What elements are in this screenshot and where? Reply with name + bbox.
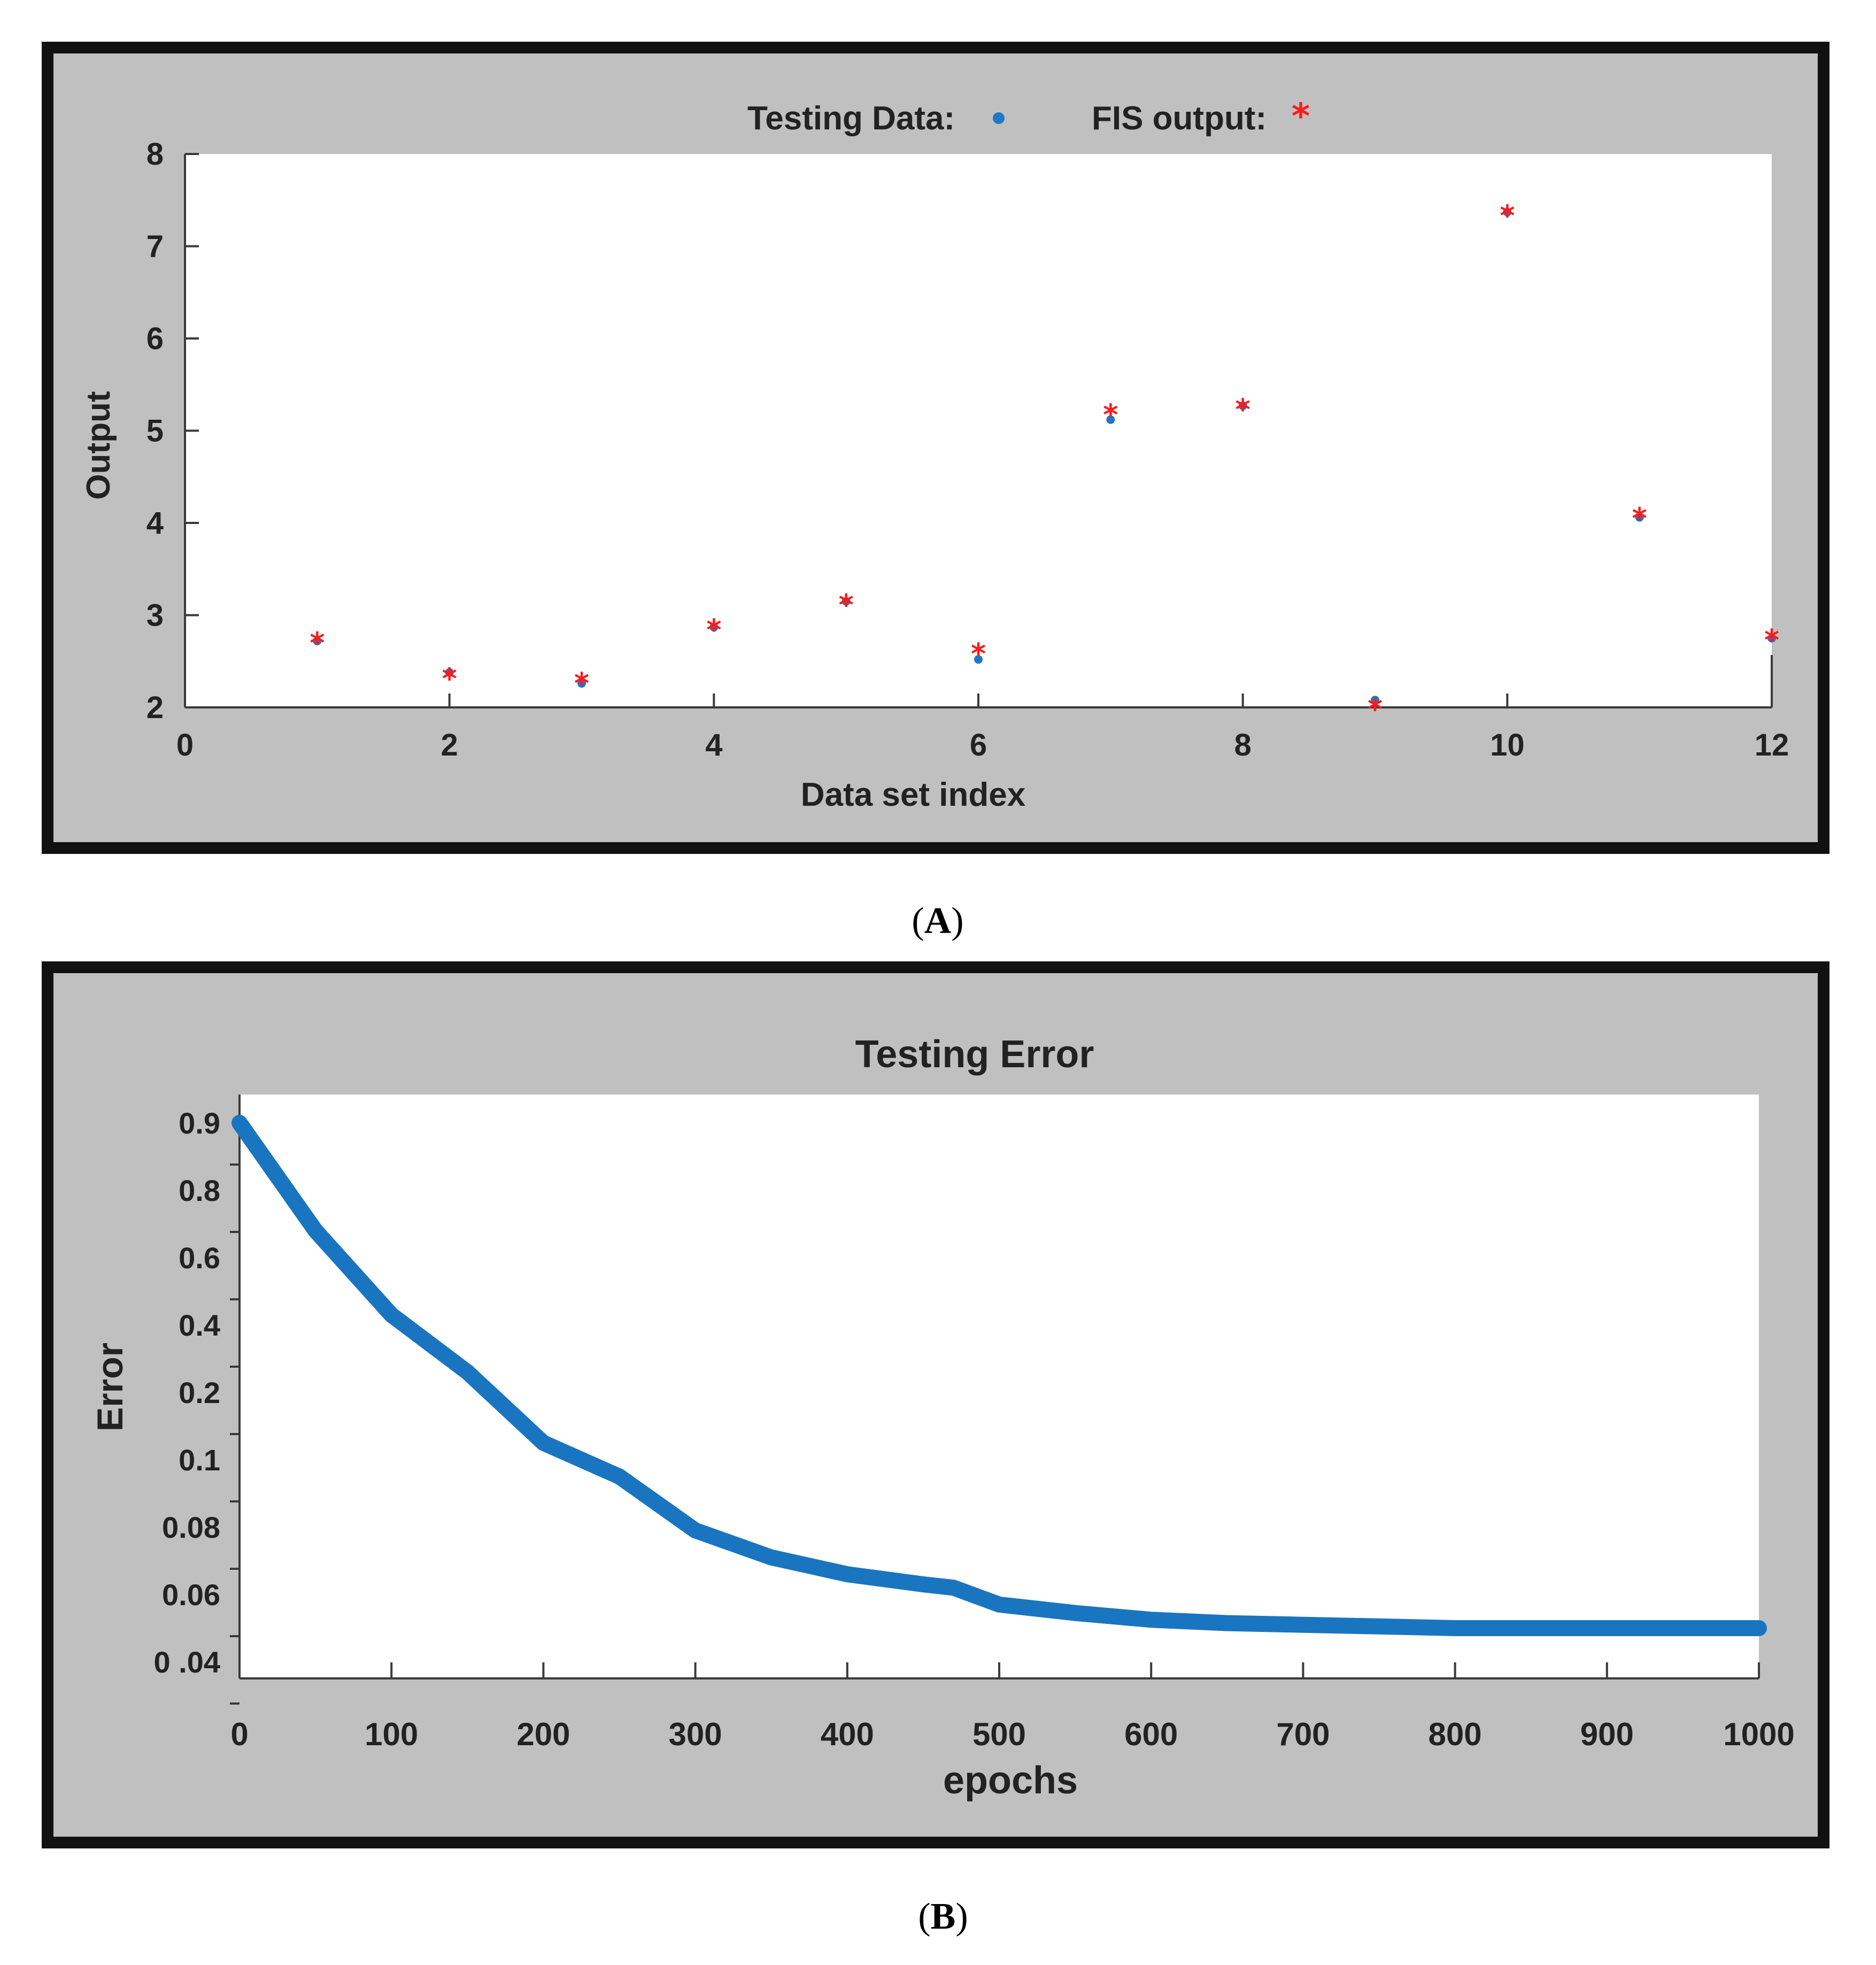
panel-b-y-tick-label: 0.9 [179, 1106, 220, 1140]
panel-b-y-tick-label: 0.2 [179, 1376, 220, 1409]
panel-a-x-tick-label: 6 [970, 728, 987, 762]
panel-a-plot-area [185, 154, 1772, 707]
panel-a-x-tick-label: 12 [1755, 728, 1789, 762]
panel-b-y-tick-label: 0.6 [179, 1241, 220, 1275]
panel-b-y-tick-label: 0.1 [179, 1443, 220, 1477]
panel-b-axes: 0 100 200 300 400 500 600 700 800 900 1000 0.9 0.8 0.… [153, 1095, 1795, 1752]
panel-a-y-tick-label: 8 [146, 137, 164, 172]
panel-a-x-axis-title: Data set index [801, 776, 1026, 813]
panel-b-y-tick-label: 0.8 [179, 1174, 220, 1207]
panel-a-x-tick-label: 10 [1490, 728, 1525, 762]
testing-data-point [577, 679, 586, 688]
panel-b-x-tick-label: 800 [1429, 1716, 1482, 1752]
panel-a-y-tick-label: 3 [146, 598, 164, 633]
panel-b-x-tick-label: 300 [669, 1716, 722, 1752]
testing-data-point [842, 597, 851, 606]
panel-b-plot-area [240, 1095, 1759, 1678]
panel-b-x-tick-label: 400 [821, 1716, 874, 1752]
panel-a-y-tick-label: 6 [146, 321, 164, 356]
panel-b-y-tick-label: 0.4 [179, 1308, 220, 1342]
testing-data-point [1371, 696, 1379, 705]
testing-data-point [445, 668, 454, 677]
panel-b-y-axis-title: Error [90, 1343, 130, 1431]
fis-output-point: * [1103, 398, 1118, 432]
fis-output-point: * [574, 667, 589, 700]
panel-a-y-tick-label: 4 [146, 506, 164, 541]
testing-data-point [1635, 513, 1644, 522]
legend-fis-output-label: FIS output: [1092, 100, 1267, 137]
panel-b-marks [231, 1115, 1767, 1636]
panel-a-x-tick-label: 2 [441, 728, 458, 762]
panel-b-y-tick-label: 0 .04 [153, 1645, 220, 1679]
fis-output-point: * [1368, 692, 1383, 726]
panel-a-y-tick-label: 7 [146, 229, 164, 264]
legend-fis-output-marker: * [1292, 96, 1310, 137]
panel-b-x-tick-label: 0 [230, 1716, 248, 1752]
legend-testing-data-marker [993, 112, 1005, 124]
panel-a-y-axis-title: Output [80, 391, 117, 499]
fis-output-point: * [706, 613, 721, 647]
panel-b-x-tick-label: 200 [516, 1716, 570, 1752]
panel-a-x-tick-label: 8 [1234, 728, 1252, 762]
fis-output-point: * [971, 637, 986, 671]
fis-output-point: * [442, 662, 457, 696]
testing-data-point [1767, 634, 1776, 643]
fis-output-point: * [1764, 623, 1779, 657]
panel-a-y-tick-label: 2 [146, 690, 164, 725]
panel-a-x-tick-label: 4 [705, 728, 722, 762]
panel-b-y-tick-label: 0.08 [162, 1511, 220, 1544]
testing-data-point [1106, 415, 1115, 424]
panel-a-marks: * * * * * * * * * * * * [310, 199, 1779, 726]
panel-b-caption-letter: B [931, 1896, 956, 1937]
panel-b-x-axis-title: epochs [943, 1759, 1078, 1802]
panel-b-x-tick-label: 1000 [1723, 1716, 1794, 1752]
fis-output-point: * [1236, 392, 1250, 426]
fis-output-point: * [1500, 199, 1515, 233]
panel-b-y-tick-label: 0.06 [162, 1578, 220, 1612]
legend-testing-data-label: Testing Data: [747, 100, 955, 137]
panel-a-x-tick-label: 0 [176, 728, 194, 762]
testing-error-line [231, 1115, 1767, 1636]
panel-a-caption: (A) [912, 900, 963, 942]
testing-data-point [709, 622, 719, 631]
panel-b-x-tick-label: 900 [1580, 1716, 1634, 1752]
panel-a-y-tick-label: 5 [146, 414, 164, 449]
testing-data-point [1238, 401, 1247, 410]
testing-data-point [313, 636, 322, 645]
fis-output-point: * [839, 588, 854, 622]
fis-output-point: * [310, 626, 325, 660]
panel-b: Testing Error 0 100 200 300 400 500 600 700 800 9… [42, 961, 1829, 1848]
panel-b-title: Testing Error [855, 1033, 1094, 1076]
panel-a: Testing Data: FIS output: * 0 2 4 6 8 10 12234… [42, 42, 1829, 854]
panel-b-x-tick-label: 600 [1124, 1716, 1178, 1752]
testing-data-point [1503, 207, 1512, 217]
panel-a-caption-letter: A [924, 900, 952, 942]
fis-output-point: * [1632, 502, 1647, 535]
panel-b-caption: (B) [918, 1896, 968, 1937]
testing-data-point [974, 655, 983, 664]
panel-b-x-tick-label: 100 [365, 1716, 418, 1752]
panel-b-x-tick-label: 500 [972, 1716, 1026, 1752]
panel-b-x-tick-label: 700 [1276, 1716, 1330, 1752]
